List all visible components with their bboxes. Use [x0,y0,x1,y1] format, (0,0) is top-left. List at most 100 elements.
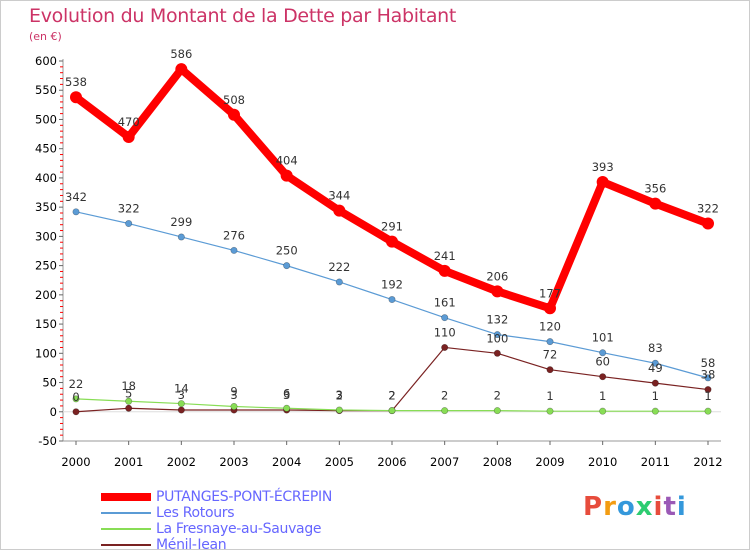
data-point [438,264,451,277]
data-label: 538 [65,75,87,89]
y-tick-label: 0 [50,405,57,419]
data-point [283,404,291,412]
y-tick-label: 350 [35,200,57,214]
data-point [230,246,238,254]
data-point [125,404,133,412]
data-label: 49 [648,361,663,375]
logo-letter: x [635,492,654,522]
data-point [544,302,556,315]
data-label: 72 [543,348,558,362]
data-point [72,408,80,416]
data-label: 2 [494,389,501,403]
data-point [546,338,554,346]
data-label: 83 [648,341,663,355]
x-tick-label: 2012 [693,455,722,469]
chart-subtitle: (en €) [29,30,62,43]
data-label: 120 [539,320,561,334]
y-tick-label: 50 [42,376,57,390]
data-point [704,407,712,415]
x-tick-label: 2003 [219,455,248,469]
x-tick-label: 2006 [377,455,406,469]
data-point [491,285,504,298]
data-label: 1 [599,389,606,403]
data-label: 322 [118,202,140,216]
y-tick-label: 300 [35,229,57,243]
data-label: 250 [276,244,298,258]
data-label: 586 [170,47,192,61]
data-point [651,379,659,387]
y-tick-label: 600 [35,54,57,68]
logo-letter: r [603,492,617,522]
data-point [599,407,607,415]
data-label: 9 [230,385,237,399]
data-point [388,407,396,415]
data-label: 404 [276,154,298,168]
data-point [280,169,293,182]
data-label: 3 [230,388,237,402]
logo-letter: i [653,492,664,522]
data-point [599,373,607,381]
x-tick-label: 2011 [641,455,670,469]
data-point [704,374,712,382]
data-label: 161 [434,296,456,310]
x-tick-label: 2008 [483,455,512,469]
legend-swatch [101,493,151,501]
x-tick-label: 2009 [535,455,564,469]
x-tick-label: 2002 [167,455,196,469]
data-label: 508 [223,93,245,107]
data-point [704,386,712,394]
data-point [335,406,343,414]
data-label: 2 [336,389,343,403]
data-label: 192 [381,278,403,292]
x-tick-label: 2010 [588,455,617,469]
y-tick-label: 550 [35,83,57,97]
chart-title: Evolution du Montant de la Dette par Hab… [29,5,457,27]
logo-letter: i [676,492,687,522]
data-point [175,63,188,76]
x-tick-label: 2004 [272,455,301,469]
data-point [335,278,343,286]
data-point [702,217,714,230]
data-label: 241 [434,249,456,263]
data-label: 22 [69,377,84,391]
y-tick-label: 250 [35,259,57,273]
data-label: 14 [174,382,189,396]
data-point [177,406,185,414]
data-label: 2 [388,389,395,403]
x-tick-label: 2001 [114,455,143,469]
data-label: 276 [223,228,245,242]
data-point [596,176,609,189]
y-tick-label: -50 [38,434,57,448]
data-label: 0 [72,390,79,404]
data-label: 1 [704,389,711,403]
y-tick-label: 400 [35,171,57,185]
data-label: 342 [65,190,87,204]
data-label: 222 [328,260,350,274]
data-label: 110 [434,325,456,339]
x-tick-label: 2007 [430,455,459,469]
data-label: 132 [486,313,508,327]
data-point [228,108,240,121]
data-point [441,343,449,351]
data-point [72,395,80,403]
data-point [70,91,82,104]
data-point [651,359,659,367]
data-label: 2 [388,389,395,403]
data-point [441,314,449,322]
logo-letter: P [583,492,604,522]
data-label: 344 [328,189,350,203]
data-label: 393 [592,160,614,174]
data-label: 3 [336,388,343,402]
data-label: 6 [283,386,290,400]
legend-label: PUTANGES-PONT-ÉCREPIN [156,489,333,505]
data-label: 60 [595,355,610,369]
data-label: 177 [539,286,561,300]
data-point [441,407,449,415]
logo-letter: o [616,492,636,522]
data-point [122,131,135,143]
series-layer [70,63,714,416]
x-tick-label: 2005 [325,455,354,469]
logo-letter: t [663,492,677,522]
